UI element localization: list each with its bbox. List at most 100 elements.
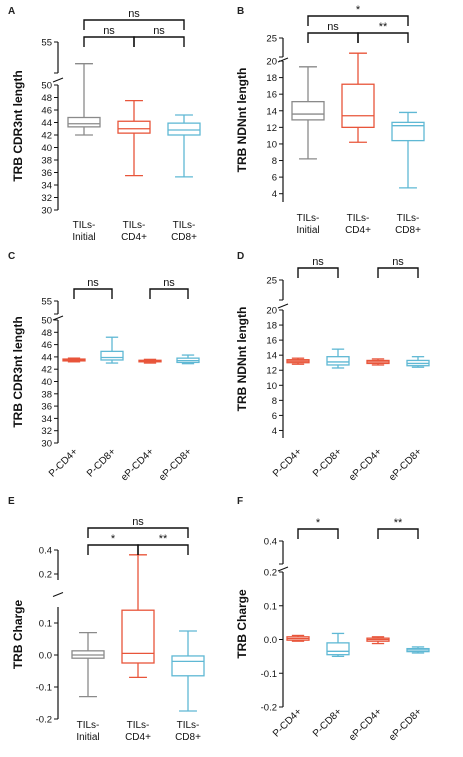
panel-letter: A: [8, 6, 15, 17]
box-4: [176, 354, 200, 365]
significance-bracket: ns: [83, 8, 185, 30]
y-axis-label: TRB Charge: [235, 589, 249, 659]
y-tick-label: 55: [41, 297, 52, 308]
category-label: TILs-CD8+: [395, 213, 421, 236]
category-label-line: TILs-: [347, 213, 370, 224]
category-label-line: TILs-: [297, 213, 320, 224]
category-label-line: TILs-: [77, 720, 100, 731]
y-tick-label: 38: [41, 156, 52, 167]
significance-label: ns: [87, 277, 99, 289]
significance-bracket: ns: [149, 277, 189, 299]
significance-label: ns: [163, 277, 175, 289]
category-label-line: CD4+: [125, 732, 151, 743]
box-3: [366, 636, 390, 645]
category-label: TILs-Initial: [76, 720, 99, 743]
panel-letter: F: [237, 496, 243, 507]
y-tick-label: 18: [266, 321, 277, 332]
category-label: eP-CD8+: [387, 446, 424, 483]
category-label-line: TILs-: [173, 220, 196, 231]
y-tick-label: 12: [266, 123, 277, 134]
box-3: [167, 114, 201, 178]
axis-break-mark: [52, 592, 64, 597]
significance-label: ns: [103, 25, 115, 37]
category-label: TILs-CD8+: [171, 220, 197, 243]
box-1: [286, 357, 310, 365]
significance-bracket: **: [137, 533, 189, 555]
category-label: P-CD4+: [271, 446, 304, 479]
y-tick-label: 42: [41, 131, 52, 142]
y-tick-label: -0.1: [261, 669, 277, 680]
y-tick-label: 34: [41, 181, 52, 192]
category-label: TILs-CD8+: [175, 720, 201, 743]
y-tick-label: 10: [266, 139, 277, 150]
panel-letter: D: [237, 251, 244, 262]
box-2: [121, 554, 155, 679]
box-2: [326, 632, 350, 658]
category-label: TILs-CD4+: [121, 220, 147, 243]
y-tick-label: 0.1: [264, 601, 277, 612]
y-tick-label: 46: [41, 106, 52, 117]
y-tick-label: 0.1: [39, 619, 52, 630]
y-tick-label: 25: [266, 34, 277, 45]
category-label: P-CD4+: [47, 446, 80, 479]
category-label-line: Initial: [296, 225, 319, 236]
y-tick-label: 14: [266, 351, 277, 362]
y-tick-label: 0.0: [264, 635, 277, 646]
box-4: [406, 356, 430, 368]
box-iqr: [67, 116, 101, 128]
bracket-line: [297, 267, 339, 278]
y-tick-label: 0.0: [39, 651, 52, 662]
category-label: P-CD8+: [311, 446, 344, 479]
bracket-line: [137, 544, 189, 555]
significance-label: ns: [153, 25, 165, 37]
category-label-line: CD4+: [121, 232, 147, 243]
significance-bracket: *: [87, 533, 139, 555]
y-tick-label: 48: [41, 328, 52, 339]
y-tick-label: 6: [272, 173, 277, 184]
box-2: [341, 52, 375, 143]
box-iqr: [100, 350, 124, 361]
y-tick-label: 36: [41, 168, 52, 179]
significance-bracket: *: [297, 517, 339, 539]
category-label-line: Initial: [76, 732, 99, 743]
y-tick-label: 25: [266, 276, 277, 287]
y-tick-label: 20: [266, 57, 277, 68]
significance-label: ns: [132, 516, 144, 528]
y-axis-label: TRB CDR3nt length: [11, 316, 25, 427]
box-2: [100, 336, 124, 364]
box-3: [171, 630, 205, 712]
bracket-line: [133, 36, 185, 47]
panel-d: D 4 6 8 10 12 14 16 18 20 25 TRB NDNnt length P-CD4+…: [235, 251, 430, 483]
y-axis-label: TRB Charge: [11, 600, 25, 670]
y-tick-label: 40: [41, 377, 52, 388]
significance-bracket: ns: [307, 21, 359, 43]
y-tick-label: 8: [272, 396, 277, 407]
box-iqr: [171, 655, 205, 677]
significance-label: ns: [312, 256, 324, 268]
y-tick-label: 44: [41, 118, 52, 129]
y-tick-label: 48: [41, 93, 52, 104]
category-label: TILs-CD4+: [125, 720, 151, 743]
y-tick-label: 55: [41, 38, 52, 49]
y-tick-label: 50: [41, 81, 52, 92]
category-label-line: Initial: [72, 232, 95, 243]
category-label-line: TILs-: [127, 720, 150, 731]
y-tick-label: 0.2: [39, 570, 52, 581]
significance-label: **: [159, 533, 168, 545]
bracket-line: [307, 32, 359, 43]
box-iqr: [341, 83, 375, 129]
significance-label: ns: [327, 21, 339, 33]
bracket-line: [83, 36, 135, 47]
significance-bracket: **: [357, 21, 409, 43]
y-tick-label: 34: [41, 414, 52, 425]
box-3: [138, 358, 162, 364]
category-label: eP-CD4+: [347, 706, 384, 743]
category-label: TILs-Initial: [296, 213, 319, 236]
significance-bracket: ns: [83, 25, 135, 47]
category-label-line: CD4+: [345, 225, 371, 236]
